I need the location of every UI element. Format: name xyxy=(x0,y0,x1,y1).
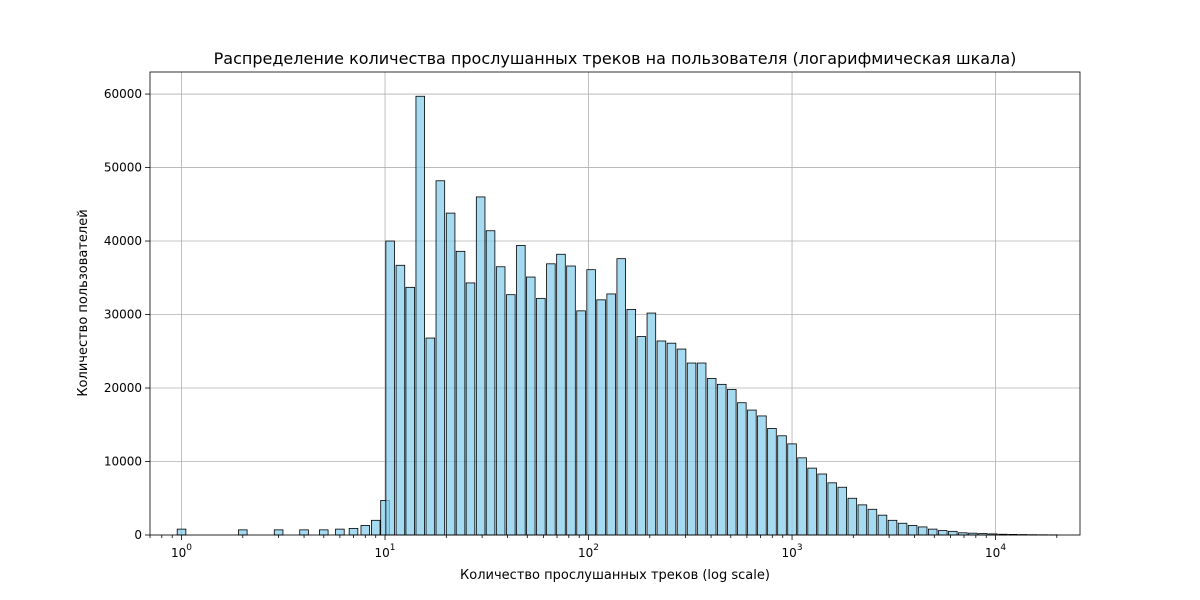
histogram-bar xyxy=(526,276,536,536)
histogram-bar xyxy=(897,522,908,536)
x-axis-ticks: 100 101 102 103 104 xyxy=(149,535,1058,560)
histogram-bar xyxy=(837,486,848,536)
plot-frame xyxy=(149,71,1081,536)
histogram-bar xyxy=(616,258,626,536)
histogram-bar xyxy=(867,508,878,536)
histogram-bar xyxy=(405,286,415,536)
histogram-bar xyxy=(737,402,747,536)
histogram-bar xyxy=(917,526,928,536)
histogram-bar xyxy=(455,250,466,536)
histogram-bar xyxy=(596,299,606,536)
histogram-bar xyxy=(696,362,707,536)
histogram-bar xyxy=(847,497,858,536)
histogram-bar xyxy=(348,527,359,536)
histogram-bar xyxy=(666,342,677,536)
y-tick-label: 30000 xyxy=(104,308,142,322)
histogram-bar xyxy=(938,530,948,536)
histogram-bar xyxy=(787,443,797,536)
x-tick-label: 101 xyxy=(375,543,396,560)
histogram-bar xyxy=(676,348,687,536)
x-tick-label: 103 xyxy=(782,543,803,560)
histogram-bar xyxy=(636,336,647,536)
histogram-bar xyxy=(415,95,426,536)
histogram-bar xyxy=(887,519,898,536)
histogram-bar xyxy=(646,312,657,536)
histogram-bar xyxy=(606,293,616,536)
chart-title: Распределение количества прослушанных тр… xyxy=(214,49,1017,68)
histogram-bar xyxy=(656,340,667,536)
histogram-bar xyxy=(777,435,787,536)
y-tick-label: 20000 xyxy=(104,381,142,395)
histogram-bar xyxy=(927,528,938,536)
histogram-bar xyxy=(385,240,395,536)
histogram-bar xyxy=(757,415,767,536)
histogram-bar xyxy=(807,467,817,536)
y-tick-label: 60000 xyxy=(104,87,142,101)
histogram-bar xyxy=(425,337,436,536)
x-tick-label: 102 xyxy=(578,543,599,560)
histogram-bar xyxy=(273,529,284,536)
histogram-bar xyxy=(475,196,486,536)
x-tick-label: 104 xyxy=(985,543,1006,560)
histogram-bar xyxy=(706,378,717,536)
histogram-bar xyxy=(319,529,329,536)
histogram-bar xyxy=(827,482,837,536)
histogram-bar xyxy=(727,389,737,536)
histogram-bar xyxy=(576,310,586,536)
histogram-bar xyxy=(797,457,807,536)
histogram-bar xyxy=(546,263,556,536)
histogram-bar xyxy=(395,264,406,536)
y-tick-label: 50000 xyxy=(104,161,142,175)
histogram-bar xyxy=(176,528,187,536)
y-axis-label: Количество пользователей xyxy=(76,209,91,396)
histogram-bar xyxy=(857,504,868,536)
histogram-bar xyxy=(686,362,697,536)
x-tick-label: 100 xyxy=(171,543,192,560)
histogram-bar xyxy=(495,266,506,536)
histogram-bar xyxy=(238,529,248,536)
histogram-bar xyxy=(747,409,757,536)
y-tick-label: 0 xyxy=(134,528,142,542)
histogram-bar xyxy=(516,245,526,536)
histogram-bar xyxy=(299,529,309,536)
histogram-bar xyxy=(435,180,446,536)
histogram-bar xyxy=(907,525,918,536)
histogram-bar xyxy=(767,428,777,536)
histogram-bar xyxy=(817,473,827,536)
histogram-bar xyxy=(626,308,637,536)
y-tick-label: 10000 xyxy=(104,455,142,469)
histogram-bar xyxy=(586,269,596,536)
histogram-bar xyxy=(877,514,888,536)
histogram-bar xyxy=(360,525,371,536)
y-tick-label: 40000 xyxy=(104,234,142,248)
histogram-bar xyxy=(370,519,381,536)
x-axis-label: Количество прослушанных треков (log scal… xyxy=(460,568,770,583)
histogram-bar xyxy=(948,530,958,536)
histogram-bar xyxy=(485,230,496,536)
histogram-bar xyxy=(536,297,546,536)
histogram-bar xyxy=(465,282,476,536)
histogram-bar xyxy=(445,212,456,536)
histogram-bar xyxy=(335,528,345,536)
histogram-bar xyxy=(566,265,576,536)
y-axis-ticks: 0 10000 20000 30000 40000 50000 60000 xyxy=(104,87,150,542)
histogram-bar xyxy=(506,294,516,536)
bars xyxy=(176,95,1059,536)
histogram-bar xyxy=(716,383,727,536)
histogram-bar xyxy=(556,253,566,536)
